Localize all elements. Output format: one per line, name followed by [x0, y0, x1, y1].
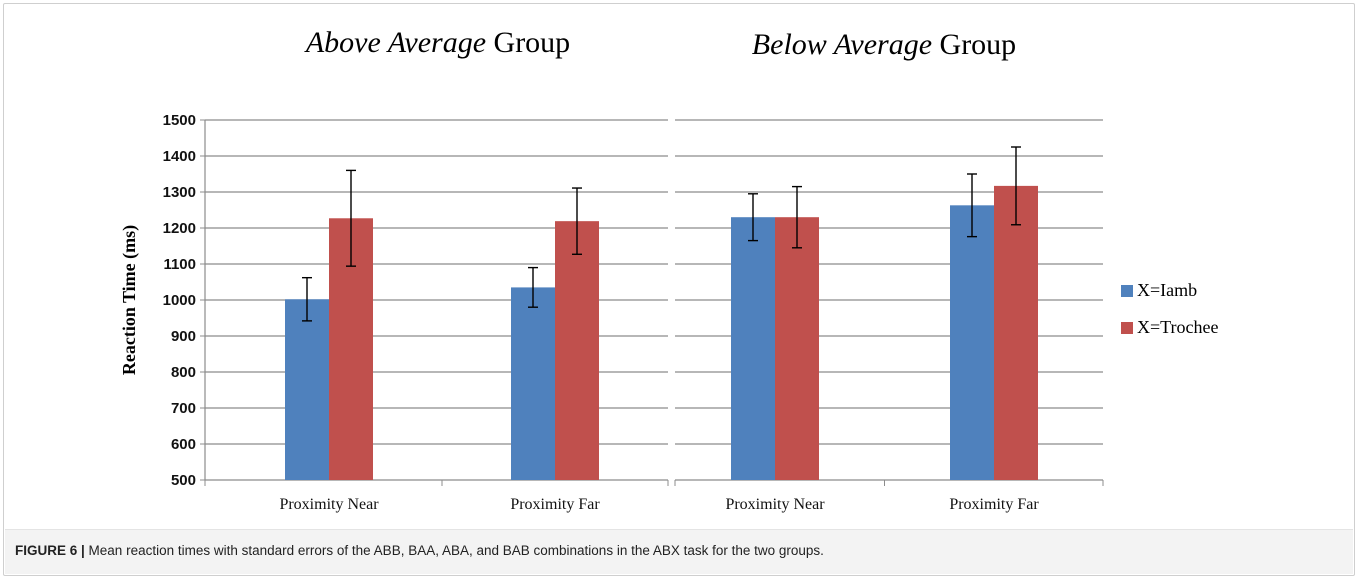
y-tick-label: 1500: [163, 112, 196, 129]
y-tick-label: 1300: [163, 184, 196, 201]
y-axis-label: Reaction Time (ms): [119, 225, 140, 375]
chart-title: Above Average Group: [304, 26, 570, 59]
chart-title: Below Average Group: [752, 28, 1016, 61]
bar-trochee: [555, 221, 599, 480]
y-tick-label: 1000: [163, 292, 196, 309]
bar-iamb: [511, 287, 555, 480]
figure-caption: FIGURE 6 | Mean reaction times with stan…: [15, 543, 1335, 558]
y-tick-label: 1200: [163, 220, 196, 237]
y-tick-label: 900: [171, 328, 196, 345]
y-tick-label: 600: [171, 436, 196, 453]
chart-title-italic: Above Average: [304, 26, 486, 59]
legend-swatch: [1121, 285, 1133, 297]
chart-title-rest: Group: [486, 26, 570, 59]
bar-iamb: [731, 217, 775, 480]
figure-caption-text: Mean reaction times with standard errors…: [84, 543, 824, 558]
bar-trochee: [994, 185, 1038, 480]
x-category-label: Proximity Far: [510, 496, 600, 513]
y-tick-label: 1100: [163, 256, 196, 273]
y-tick-label: 1400: [163, 148, 196, 165]
caption-band: FIGURE 6 | Mean reaction times with stan…: [5, 529, 1353, 574]
bar-trochee: [775, 217, 819, 480]
chart-legend: X=Iamb X=Trochee: [1121, 280, 1218, 337]
x-category-label: Proximity Near: [725, 496, 825, 513]
bar-iamb: [950, 205, 994, 480]
chart-panel-2: Below Average Group Proximity Near Proximi…: [674, 28, 1218, 513]
legend-label: X=Trochee: [1137, 317, 1218, 337]
y-tick-label: 500: [171, 472, 196, 489]
figure-caption-label: FIGURE 6 |: [15, 543, 85, 558]
legend-swatch: [1121, 322, 1133, 334]
y-tick-label: 700: [171, 400, 196, 417]
y-tick-label: 800: [171, 364, 196, 381]
legend-label: X=Iamb: [1137, 280, 1197, 300]
chart-title-rest: Group: [932, 28, 1016, 61]
chart-panel-1: Above Average Group 500 600 700 800 900 1000 11…: [119, 26, 669, 513]
x-category-label: Proximity Far: [949, 496, 1039, 513]
bar-iamb: [285, 299, 329, 480]
chart-title-italic: Below Average: [752, 28, 932, 61]
x-category-label: Proximity Near: [279, 496, 379, 513]
